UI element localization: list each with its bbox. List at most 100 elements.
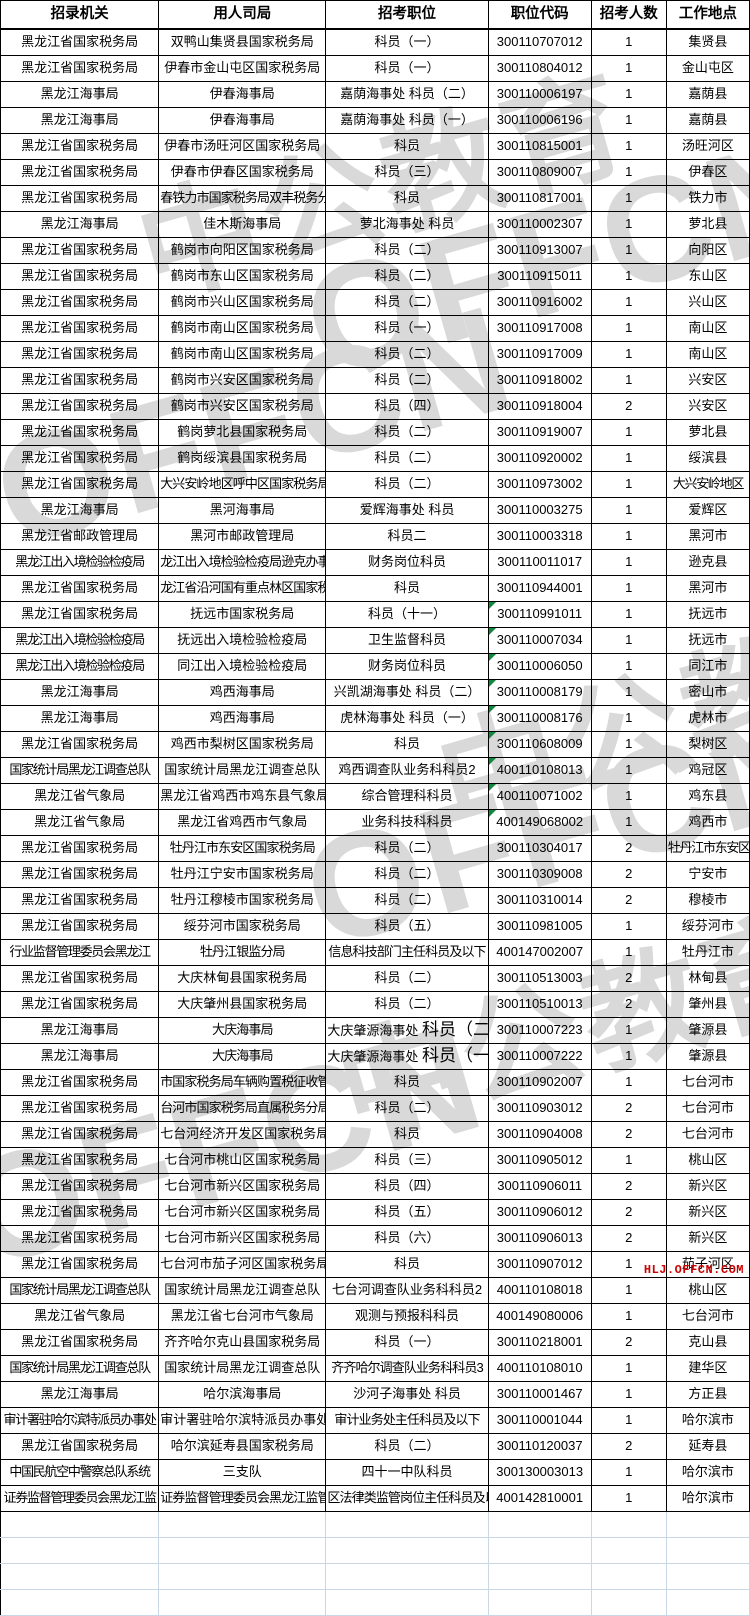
cell-empty (487, 1537, 592, 1564)
column-header-position-code: 职位代码 (487, 0, 592, 30)
cell-work-location: 铁力市 (665, 185, 750, 212)
cell-position-code: 300110002307 (487, 211, 592, 238)
cell-department: 牡丹江宁安市国家税务局 (158, 861, 327, 888)
cell-headcount: 2 (590, 1329, 667, 1356)
cell-headcount: 1 (590, 653, 667, 680)
cell-agency: 黑龙江省国家税务局 (0, 341, 160, 368)
table-header-row: 招录机关 用人司局 招考职位 职位代码 招考人数 工作地点 (0, 0, 750, 30)
table-empty-row (0, 1589, 750, 1616)
table-row: 黑龙江省国家税务局 鹤岗市兴山区国家税务局 科员（二） 300110916002 1 兴山… (0, 289, 750, 316)
cell-agency: 黑龙江省国家税务局 (0, 237, 160, 264)
cell-position: 科员（四） (325, 1173, 489, 1200)
cell-headcount: 1 (590, 185, 667, 212)
cell-headcount: 2 (590, 1225, 667, 1252)
table-row: 黑龙江省国家税务局 哈尔滨延寿县国家税务局 科员（二） 300110120037 2 延寿… (0, 1433, 750, 1460)
cell-agency: 证券监督管理委员会黑龙江监 (0, 1485, 160, 1512)
cell-position: 科员（二） (325, 471, 489, 498)
cell-empty (158, 1589, 327, 1616)
cell-agency: 黑龙江省国家税务局 (0, 1329, 160, 1356)
position-prefix: 大庆肇源海事处 (327, 1049, 423, 1065)
column-header-department: 用人司局 (158, 0, 327, 30)
cell-work-location: 桃山区 (665, 1147, 750, 1174)
position-emphasis: 科员（一） (422, 1046, 487, 1066)
cell-position-code: 300110917008 (487, 315, 592, 342)
cell-position: 鸡西调查队业务科科员2 (325, 757, 489, 784)
cell-headcount: 1 (590, 1043, 667, 1070)
cell-position-code: 300110001044 (487, 1407, 592, 1434)
cell-position: 科员（三） (325, 1147, 489, 1174)
cell-agency: 黑龙江省国家税务局 (0, 1095, 160, 1122)
table-row: 黑龙江省国家税务局 鹤岗市兴安区国家税务局 科员（二） 300110918002 1 兴安… (0, 367, 750, 394)
cell-department: 同江出入境检验检疫局 (158, 653, 327, 680)
table-row: 黑龙江省国家税务局 台河市国家税务局直属税务分局 科员（二） 300110903012… (0, 1095, 750, 1122)
cell-headcount: 2 (590, 1199, 667, 1226)
cell-position: 科员（二） (325, 419, 489, 446)
cell-department: 大庆海事局 (158, 1043, 327, 1070)
cell-headcount: 1 (590, 1147, 667, 1174)
cell-agency: 黑龙江省国家税务局 (0, 471, 160, 498)
cell-department: 大庆林甸县国家税务局 (158, 965, 327, 992)
table-row: 黑龙江省邮政管理局 黑河市邮政管理局 科员二 300110003318 1 黑河市 (0, 523, 750, 550)
cell-headcount: 2 (590, 835, 667, 862)
table-row: 黑龙江省国家税务局 鹤岗绥滨县国家税务局 科员（二） 300110920002 1 绥滨县 (0, 445, 750, 472)
cell-work-location: 黑河市 (665, 523, 750, 550)
cell-empty (487, 1563, 592, 1590)
cell-department: 大庆肇州县国家税务局 (158, 991, 327, 1018)
cell-headcount: 2 (590, 965, 667, 992)
cell-work-location: 集贤县 (665, 28, 750, 56)
table-row: 审计署驻哈尔滨特派员办事处 审计署驻哈尔滨特派员办事处 审计业务处主任科员及以下 30… (0, 1407, 750, 1434)
cell-position: 齐齐哈尔调查队业务科科员3 (325, 1355, 489, 1382)
cell-position-code: 300110006196 (487, 107, 592, 134)
cell-position: 科员 (325, 185, 489, 212)
cell-work-location: 汤旺河区 (665, 133, 750, 160)
cell-headcount: 1 (590, 133, 667, 160)
cell-agency: 黑龙江海事局 (0, 497, 160, 524)
cell-department: 伊春市伊春区国家税务局 (158, 159, 327, 186)
cell-position-code: 300110904008 (487, 1121, 592, 1148)
table-row: 黑龙江省国家税务局 七台河市新兴区国家税务局 科员（四） 300110906011 2 新… (0, 1173, 750, 1200)
cell-work-location: 延寿县 (665, 1433, 750, 1460)
cell-position: 综合管理科科员 (325, 783, 489, 810)
cell-department: 伊春市金山屯区国家税务局 (158, 55, 327, 82)
cell-empty (590, 1511, 667, 1538)
cell-agency: 黑龙江省国家税务局 (0, 913, 160, 940)
cell-department: 哈尔滨延寿县国家税务局 (158, 1433, 327, 1460)
table-row: 黑龙江省国家税务局 大庆肇州县国家税务局 科员（二） 300110510013 2 肇州县 (0, 991, 750, 1018)
cell-work-location: 梨树区 (665, 731, 750, 758)
table-row: 国家统计局黑龙江调查总队 国家统计局黑龙江调查总队 齐齐哈尔调查队业务科科员3 400… (0, 1355, 750, 1382)
cell-work-location: 嘉荫县 (665, 107, 750, 134)
cell-work-location: 哈尔滨市 (665, 1459, 750, 1486)
cell-position: 萝北海事处 科员 (325, 211, 489, 238)
table-row: 黑龙江省国家税务局 鹤岗市东山区国家税务局 科员（二） 300110915011 1 东山… (0, 263, 750, 290)
table-empty-row (0, 1537, 750, 1564)
cell-position: 观测与预报科科员 (325, 1303, 489, 1330)
cell-department: 七台河市新兴区国家税务局 (158, 1225, 327, 1252)
cell-headcount: 1 (590, 549, 667, 576)
cell-work-location: 新兴区 (665, 1173, 750, 1200)
cell-agency: 黑龙江海事局 (0, 1381, 160, 1408)
cell-headcount: 2 (590, 861, 667, 888)
cell-work-location: 萝北县 (665, 419, 750, 446)
cell-work-location: 南山区 (665, 341, 750, 368)
cell-department: 牡丹江市东安区国家税务局 (158, 835, 327, 862)
cell-agency: 黑龙江省国家税务局 (0, 133, 160, 160)
cell-empty (590, 1589, 667, 1616)
cell-position-code: 400110108010 (487, 1355, 592, 1382)
cell-position-code: 300110905012 (487, 1147, 592, 1174)
table-row: 黑龙江省国家税务局 伊春市汤旺河区国家税务局 科员 300110815001 1 汤旺河区 (0, 133, 750, 160)
cell-department: 抚远市国家税务局 (158, 601, 327, 628)
cell-department: 牡丹江穆棱市国家税务局 (158, 887, 327, 914)
cell-position: 科员（二） (325, 861, 489, 888)
table-row: 黑龙江省国家税务局 七台河市新兴区国家税务局 科员（六） 300110906013 2 新… (0, 1225, 750, 1252)
cell-position: 兴凯湖海事处 科员（二） (325, 679, 489, 706)
cell-position: 科员 (325, 575, 489, 602)
cell-position-code-with-comment-flag: 300110007034 (487, 627, 592, 654)
cell-headcount: 1 (590, 809, 667, 836)
table-row: 黑龙江出入境检验检疫局 龙江出入境检验检疫局逊克办事 财务岗位科员 300110011… (0, 549, 750, 576)
cell-agency: 黑龙江省国家税务局 (0, 159, 160, 186)
cell-agency: 黑龙江省国家税务局 (0, 861, 160, 888)
cell-department: 伊春海事局 (158, 81, 327, 108)
cell-agency: 黑龙江出入境检验检疫局 (0, 549, 160, 576)
table-row: 黑龙江海事局 伊春海事局 嘉荫海事处 科员（一） 300110006196 1 嘉荫县 (0, 107, 750, 134)
table-row: 黑龙江省国家税务局 齐齐哈尔克山县国家税务局 科员（一） 300110218001 2 克… (0, 1329, 750, 1356)
